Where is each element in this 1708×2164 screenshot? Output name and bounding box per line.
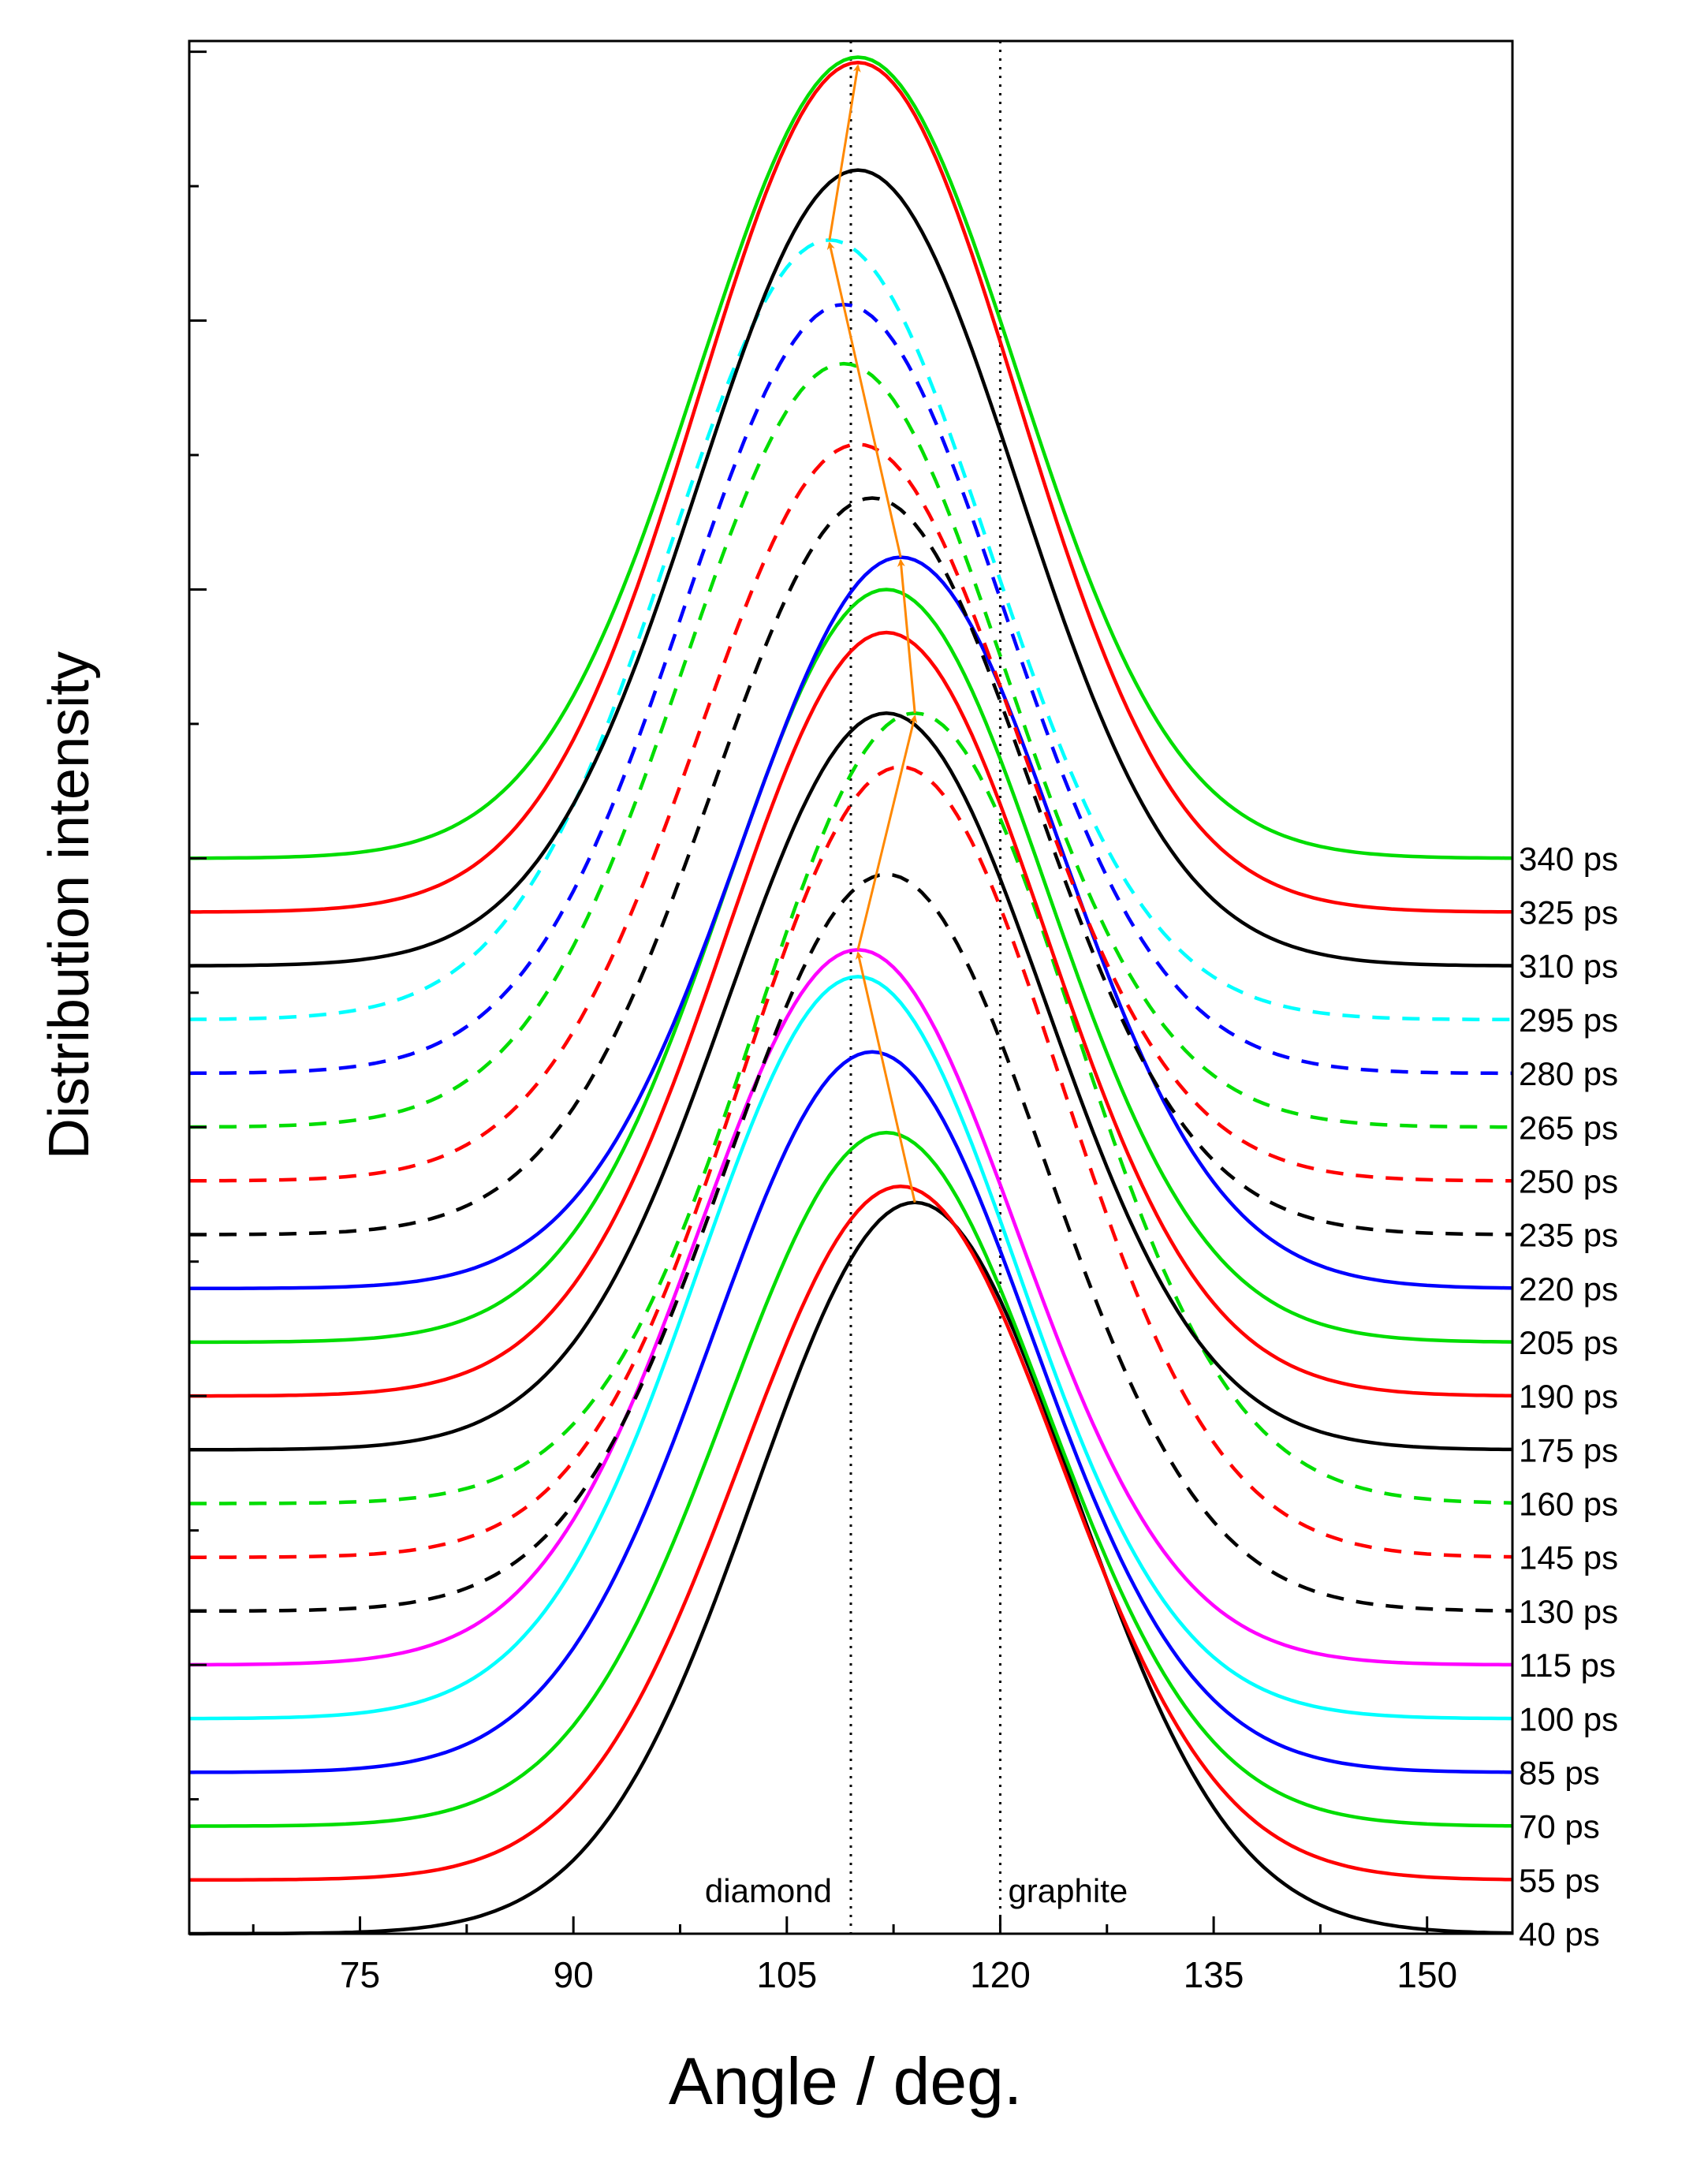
series-line-205-ps — [189, 588, 1513, 1345]
series-line-340-ps — [189, 55, 1512, 860]
series-label: 325 ps — [1519, 894, 1618, 931]
series-label: 265 ps — [1519, 1109, 1618, 1146]
series-line-250-ps — [189, 442, 1513, 1183]
series-line-310-ps — [188, 168, 1512, 968]
series-line-175-ps — [189, 711, 1512, 1452]
series-line-100-ps — [189, 975, 1513, 1721]
series-line-130-ps — [189, 872, 1513, 1614]
series-label: 340 ps — [1519, 840, 1618, 877]
x-tick-label: 75 — [340, 1954, 380, 1995]
peak-shift-arrow — [828, 64, 861, 241]
series-line-220-ps — [189, 555, 1513, 1291]
series-label: 40 ps — [1519, 1916, 1600, 1953]
peak-shift-arrow — [826, 241, 902, 558]
series-label: 160 ps — [1519, 1486, 1618, 1523]
x-tick-label: 135 — [1184, 1954, 1244, 1995]
peak-shift-arrow — [855, 951, 916, 1203]
series-line-280-ps — [188, 302, 1512, 1076]
series-line-325-ps — [189, 61, 1512, 914]
series-label: 205 ps — [1519, 1324, 1618, 1361]
plot-frame — [188, 39, 1514, 1935]
x-tick-label: 150 — [1397, 1954, 1457, 1995]
series-line-40-ps — [189, 1200, 1513, 1936]
series-line-190-ps — [189, 630, 1513, 1398]
series-label: 55 ps — [1519, 1862, 1600, 1899]
series-line-160-ps — [189, 711, 1513, 1505]
series-label: 280 ps — [1519, 1055, 1618, 1092]
x-tick-label: 120 — [970, 1954, 1031, 1995]
y-axis-title: Distribution intensity — [38, 651, 101, 1159]
series-label: 175 ps — [1519, 1431, 1618, 1468]
series-line-55-ps — [189, 1185, 1513, 1882]
series-label: 220 ps — [1519, 1270, 1618, 1308]
x-tick-label: 105 — [756, 1954, 817, 1995]
series-label: 100 ps — [1519, 1700, 1618, 1737]
series-label: 70 ps — [1519, 1808, 1600, 1845]
peak-shift-arrow — [897, 558, 916, 714]
series-label: 85 ps — [1519, 1754, 1600, 1791]
series-line-295-ps — [188, 238, 1512, 1022]
reference-label-diamond: diamond — [705, 1872, 832, 1909]
x-axis-title: Angle / deg. — [669, 2044, 1022, 2118]
series-label: 145 ps — [1519, 1539, 1618, 1576]
series-line-145-ps — [189, 765, 1513, 1559]
series-label: 250 ps — [1519, 1162, 1618, 1200]
series-label: 190 ps — [1519, 1378, 1618, 1415]
series-line-235-ps — [189, 496, 1512, 1237]
peak-shift-arrow — [856, 714, 918, 950]
reference-label-graphite: graphite — [1008, 1872, 1128, 1909]
series-label: 235 ps — [1519, 1217, 1618, 1254]
series-label: 130 ps — [1519, 1593, 1618, 1630]
series-line-70-ps — [189, 1130, 1512, 1828]
series-label: 295 ps — [1519, 1002, 1618, 1039]
series-line-85-ps — [188, 1050, 1513, 1774]
series-label: 115 ps — [1519, 1647, 1616, 1684]
series-line-265-ps — [188, 361, 1512, 1129]
series-label: 310 ps — [1519, 948, 1618, 985]
series-line-115-ps — [188, 948, 1512, 1667]
x-tick-label: 90 — [554, 1954, 594, 1995]
